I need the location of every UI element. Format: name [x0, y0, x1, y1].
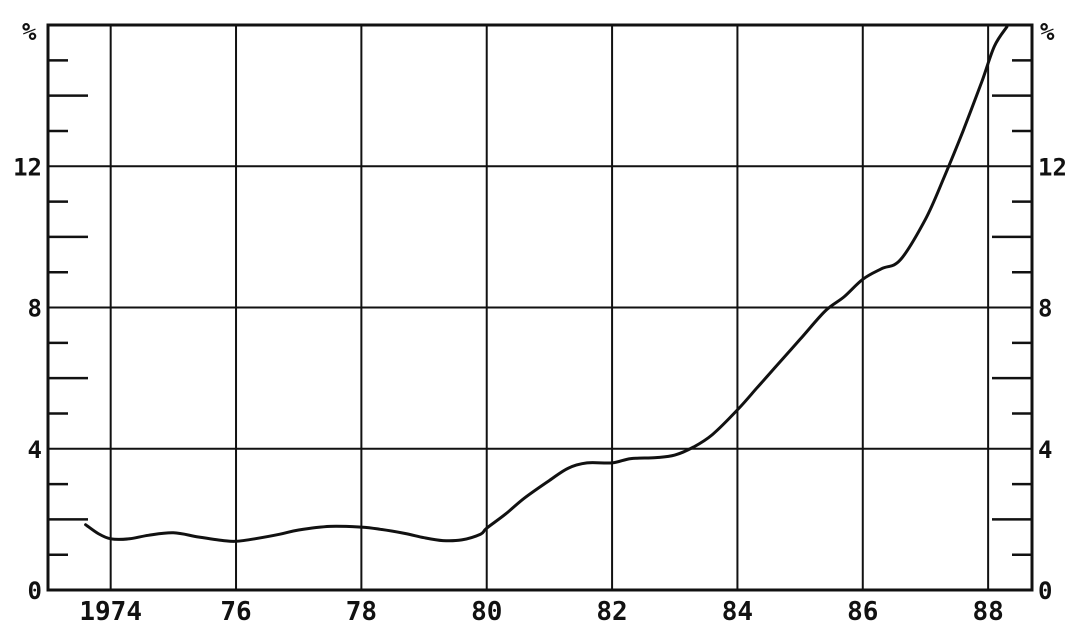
x-tick-label: 86 [847, 597, 878, 624]
y-unit-right: % [1040, 18, 1055, 46]
x-tick-label: 88 [972, 597, 1003, 624]
y-axis-right-labels: 0 4 8 12 [1038, 153, 1067, 605]
x-tick-label: 1974 [79, 597, 142, 624]
x-tick-label: 84 [722, 597, 753, 624]
series-line [84, 25, 1009, 543]
minor-ticks [48, 59, 1032, 556]
y-axis-left-labels: 0 4 8 12 [13, 153, 42, 605]
y-tick-label-right: 4 [1038, 436, 1052, 464]
y-tick-label-right: 8 [1038, 295, 1052, 323]
x-axis-labels: 1974 76 78 80 82 84 86 88 [79, 597, 1003, 624]
x-tick-label: 82 [596, 597, 627, 624]
x-tick-label: 76 [220, 597, 251, 624]
y-unit-left: % [22, 18, 37, 46]
y-tick-label-left: 0 [28, 577, 42, 605]
x-tick-label: 78 [346, 597, 377, 624]
y-tick-label-right: 0 [1038, 577, 1052, 605]
y-tick-label-left: 12 [13, 153, 42, 181]
y-tick-label-left: 4 [28, 436, 42, 464]
y-tick-label-right: 12 [1038, 153, 1067, 181]
x-tick-label: 80 [471, 597, 502, 624]
y-tick-label-left: 8 [28, 295, 42, 323]
grid-lines [48, 25, 1032, 590]
plot-frame [46, 23, 1034, 592]
